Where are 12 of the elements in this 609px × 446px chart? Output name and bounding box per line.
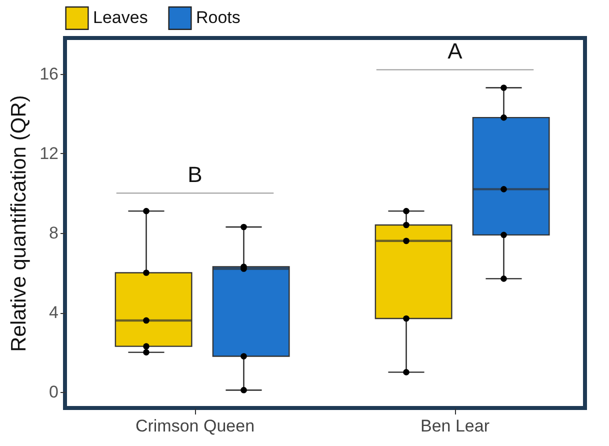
legend-label: Roots xyxy=(196,8,240,28)
annotation: B xyxy=(188,162,202,188)
legend-label: Leaves xyxy=(93,8,148,28)
y-tick-label: 4 xyxy=(49,303,58,322)
annotation: A xyxy=(448,38,463,64)
y-tick-label: 0 xyxy=(49,382,58,402)
y-tick-label: 8 xyxy=(49,223,58,242)
x-tick-label: Ben Lear xyxy=(420,416,490,436)
y-axis-title: Relative quantification (QR) xyxy=(8,95,31,352)
x-tick-label: Crimson Queen xyxy=(135,416,255,436)
y-tick-label: 16 xyxy=(40,64,58,84)
y-tick-label: 12 xyxy=(40,144,58,163)
